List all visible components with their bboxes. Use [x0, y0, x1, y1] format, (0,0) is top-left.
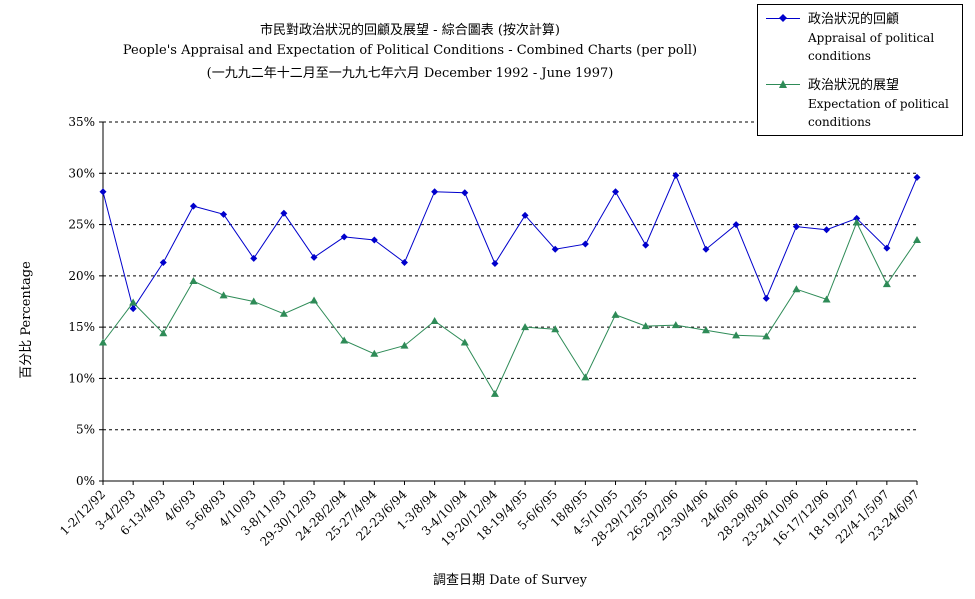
y-tick-label: 20% — [68, 269, 95, 283]
legend-label-appraisal-en: Appraisal of political conditions — [808, 31, 935, 63]
legend-label-expectation-zh: 政治狀況的展望 — [808, 78, 900, 93]
expectation-point — [611, 310, 620, 318]
expectation-point — [882, 280, 891, 288]
chart-grid — [102, 121, 917, 482]
expectation-point — [189, 276, 198, 284]
series-line-appraisal — [102, 174, 918, 310]
expectation-point — [641, 322, 650, 330]
appraisal-point — [220, 210, 228, 218]
chart-subtitle-period: (一九九二年十二月至一九九七年六月 December 1992 - June 1… — [206, 66, 614, 81]
chart-title-chinese: 市民對政治狀況的回顧及展望 - 綜合圖表 (按次計算) — [260, 23, 560, 38]
appraisal-point — [792, 223, 800, 231]
y-tick-label: 30% — [68, 166, 95, 180]
appraisal-point — [340, 233, 348, 241]
appraisal-point — [159, 259, 167, 267]
expectation-point — [340, 336, 349, 344]
expectation-point — [129, 298, 138, 306]
y-axis-label: 百分比 Percentage — [19, 261, 34, 379]
appraisal-point — [612, 188, 620, 196]
expectation-point — [701, 326, 710, 334]
expectation-point — [521, 323, 530, 331]
legend-label-appraisal-zh: 政治狀況的回顧 — [808, 12, 900, 27]
y-tick-label: 5% — [76, 423, 95, 437]
appraisal-point — [491, 260, 499, 268]
expectation-point — [99, 338, 107, 346]
appraisal-point — [642, 241, 650, 249]
appraisal-point — [521, 211, 529, 219]
series-line-expectation — [102, 221, 918, 395]
expectation-point — [671, 321, 680, 329]
appraisal-point — [823, 226, 831, 234]
appraisal-point — [99, 188, 107, 196]
expectation-point — [219, 291, 228, 299]
expectation-point — [792, 285, 801, 293]
appraisal-point — [189, 202, 197, 210]
expectation-point — [913, 235, 921, 243]
expectation-point — [822, 295, 831, 303]
chart-title-english: People's Appraisal and Expectation of Po… — [122, 43, 698, 58]
legend-label-expectation-en: Expectation of political conditions — [808, 97, 949, 129]
appraisal-point — [431, 188, 439, 196]
expectation-point — [159, 329, 168, 337]
appraisal-point — [672, 171, 680, 179]
appraisal-point — [461, 189, 469, 197]
expectation-point — [249, 297, 258, 305]
expectation-point — [430, 316, 439, 324]
y-tick-label: 15% — [68, 320, 95, 334]
y-tick-label: 35% — [68, 115, 95, 129]
expectation-point — [852, 218, 861, 226]
appraisal-point — [370, 236, 378, 244]
expectation-point — [551, 325, 560, 333]
expectation-point — [460, 338, 469, 346]
chart-series — [99, 171, 921, 397]
appraisal-point — [883, 244, 891, 252]
expectation-point — [370, 349, 379, 357]
expectation-point — [279, 309, 288, 317]
appraisal-point — [913, 173, 921, 181]
y-tick-label: 0% — [76, 474, 95, 488]
expectation-point — [490, 389, 499, 397]
appraisal-point — [581, 240, 589, 248]
appraisal-point — [702, 245, 710, 253]
appraisal-point — [129, 305, 137, 313]
appraisal-point — [551, 245, 559, 253]
expectation-point — [732, 331, 741, 339]
expectation-point — [762, 332, 771, 340]
appraisal-point — [732, 221, 740, 229]
triangle-marker-icon — [779, 80, 787, 88]
appraisal-point — [310, 253, 318, 261]
appraisal-point — [280, 209, 288, 217]
chart-legend: 政治狀況的回顧 Appraisal of political condition… — [757, 4, 963, 136]
x-axis-ticks: 1-2/12/923-4/2/936-13/4/934/6/935-6/8/93… — [57, 481, 922, 549]
appraisal-point — [762, 294, 770, 302]
y-axis-ticks: 0% 5% 10% 15% 20% 25% 30% 35% — [68, 115, 103, 488]
diamond-marker-icon — [779, 14, 787, 22]
x-axis-label: 調查日期 Date of Survey — [433, 573, 588, 588]
appraisal-point — [250, 254, 258, 262]
appraisal-point — [400, 259, 408, 267]
expectation-point — [310, 296, 319, 304]
expectation-point — [400, 341, 409, 349]
y-tick-label: 25% — [68, 218, 95, 232]
appraisal-point — [853, 214, 861, 222]
expectation-point — [581, 373, 590, 381]
y-tick-label: 10% — [68, 371, 95, 385]
